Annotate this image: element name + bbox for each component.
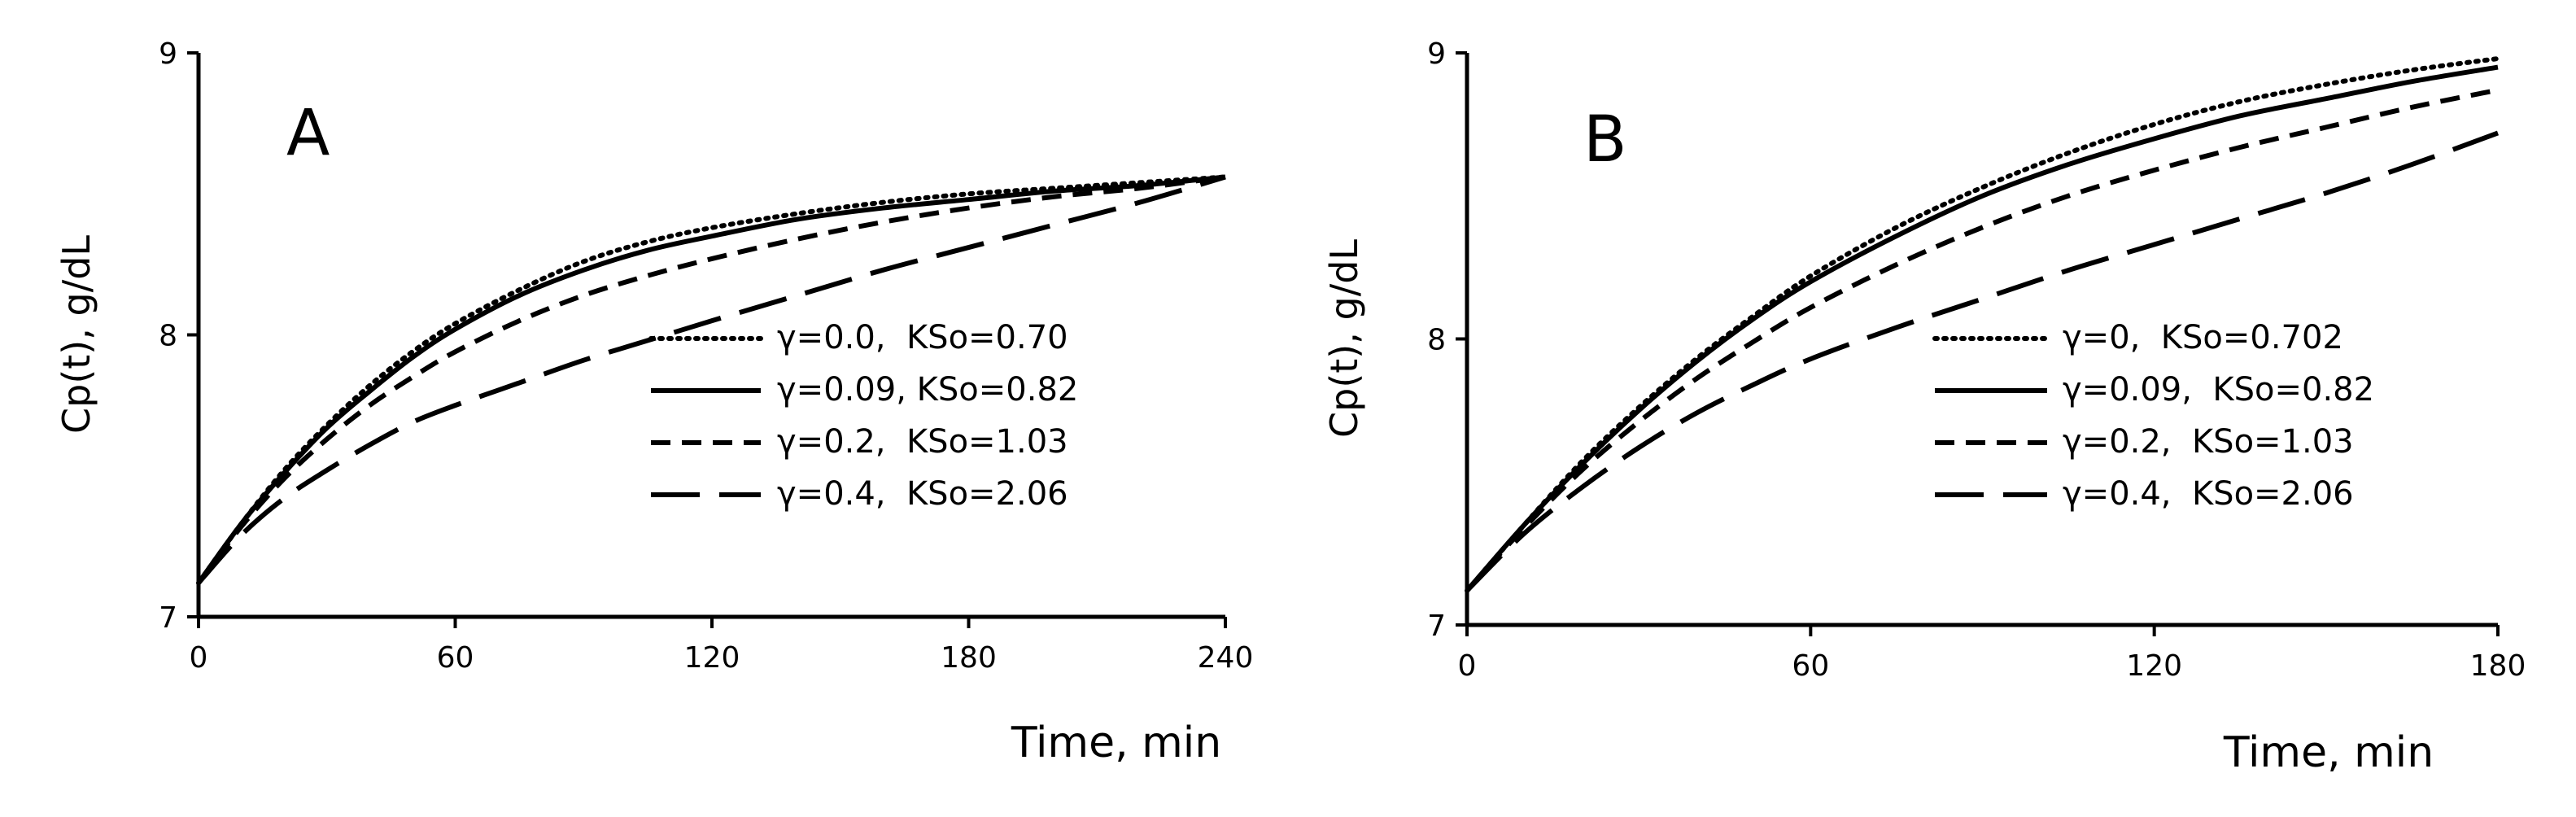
legend-label: γ=0.2, KSo=1.03: [777, 423, 1068, 461]
legend-label: γ=0.4, KSo=2.06: [777, 475, 1068, 513]
x-axis-label: Time, min: [1011, 719, 1221, 767]
x-tick-label: 60: [1792, 649, 1829, 683]
y-axis-label: Cp(t), g/dL: [1322, 239, 1366, 438]
x-tick-label: 60: [437, 641, 474, 675]
legend: γ=0, KSo=0.702 γ=0.09, KSo=0.82 γ=0.2, KSo…: [1932, 319, 2374, 513]
x-axis-label: Time, min: [2223, 728, 2434, 777]
y-axis-label: Cp(t), g/dL: [55, 235, 98, 434]
chart-panel-b: B Cp(t), g/dL Time, min 7 8 9 0 60 120 180 γ=0,…: [1322, 37, 2526, 777]
x-tick-label: 180: [2470, 649, 2526, 683]
x-tick-label: 120: [2126, 649, 2182, 683]
y-tick-label: 9: [159, 37, 177, 71]
series-line-dashed: [1465, 87, 2499, 592]
series-line-longdash: [196, 174, 1226, 585]
series-line-longdash: [1465, 130, 2500, 592]
chart-panel-a: A Cp(t), g/dL Time, min 7 8 9 0 60 120 180 240 γ…: [55, 37, 1253, 767]
panel-label: A: [286, 97, 330, 170]
series-line-solid: [1465, 64, 2499, 592]
legend-label: γ=0.2, KSo=1.03: [2063, 423, 2354, 461]
legend-label: γ=0.09, KSo=0.82: [2063, 371, 2374, 408]
y-tick-label: 8: [1427, 324, 1446, 357]
x-tick-label: 180: [941, 641, 997, 675]
legend-label: γ=0.09, KSo=0.82: [777, 371, 1078, 408]
legend-label: γ=0, KSo=0.702: [2063, 319, 2343, 356]
series-line-dashed: [196, 174, 1226, 585]
legend: γ=0.0, KSo=0.70 γ=0.09, KSo=0.82 γ=0.2, KS…: [648, 319, 1078, 513]
panel-label: B: [1583, 103, 1627, 177]
y-tick-label: 7: [1427, 609, 1446, 643]
x-tick-label: 0: [190, 641, 208, 675]
series-line-solid: [196, 174, 1226, 585]
y-tick-label: 8: [159, 320, 177, 353]
x-tick-label: 0: [1458, 649, 1477, 683]
legend-label: γ=0.0, KSo=0.70: [777, 319, 1068, 356]
x-tick-label: 120: [684, 641, 740, 675]
x-tick-label: 240: [1198, 641, 1254, 675]
legend-label: γ=0.4, KSo=2.06: [2063, 475, 2354, 513]
y-tick-label: 7: [159, 601, 177, 635]
y-tick-label: 9: [1427, 37, 1446, 71]
